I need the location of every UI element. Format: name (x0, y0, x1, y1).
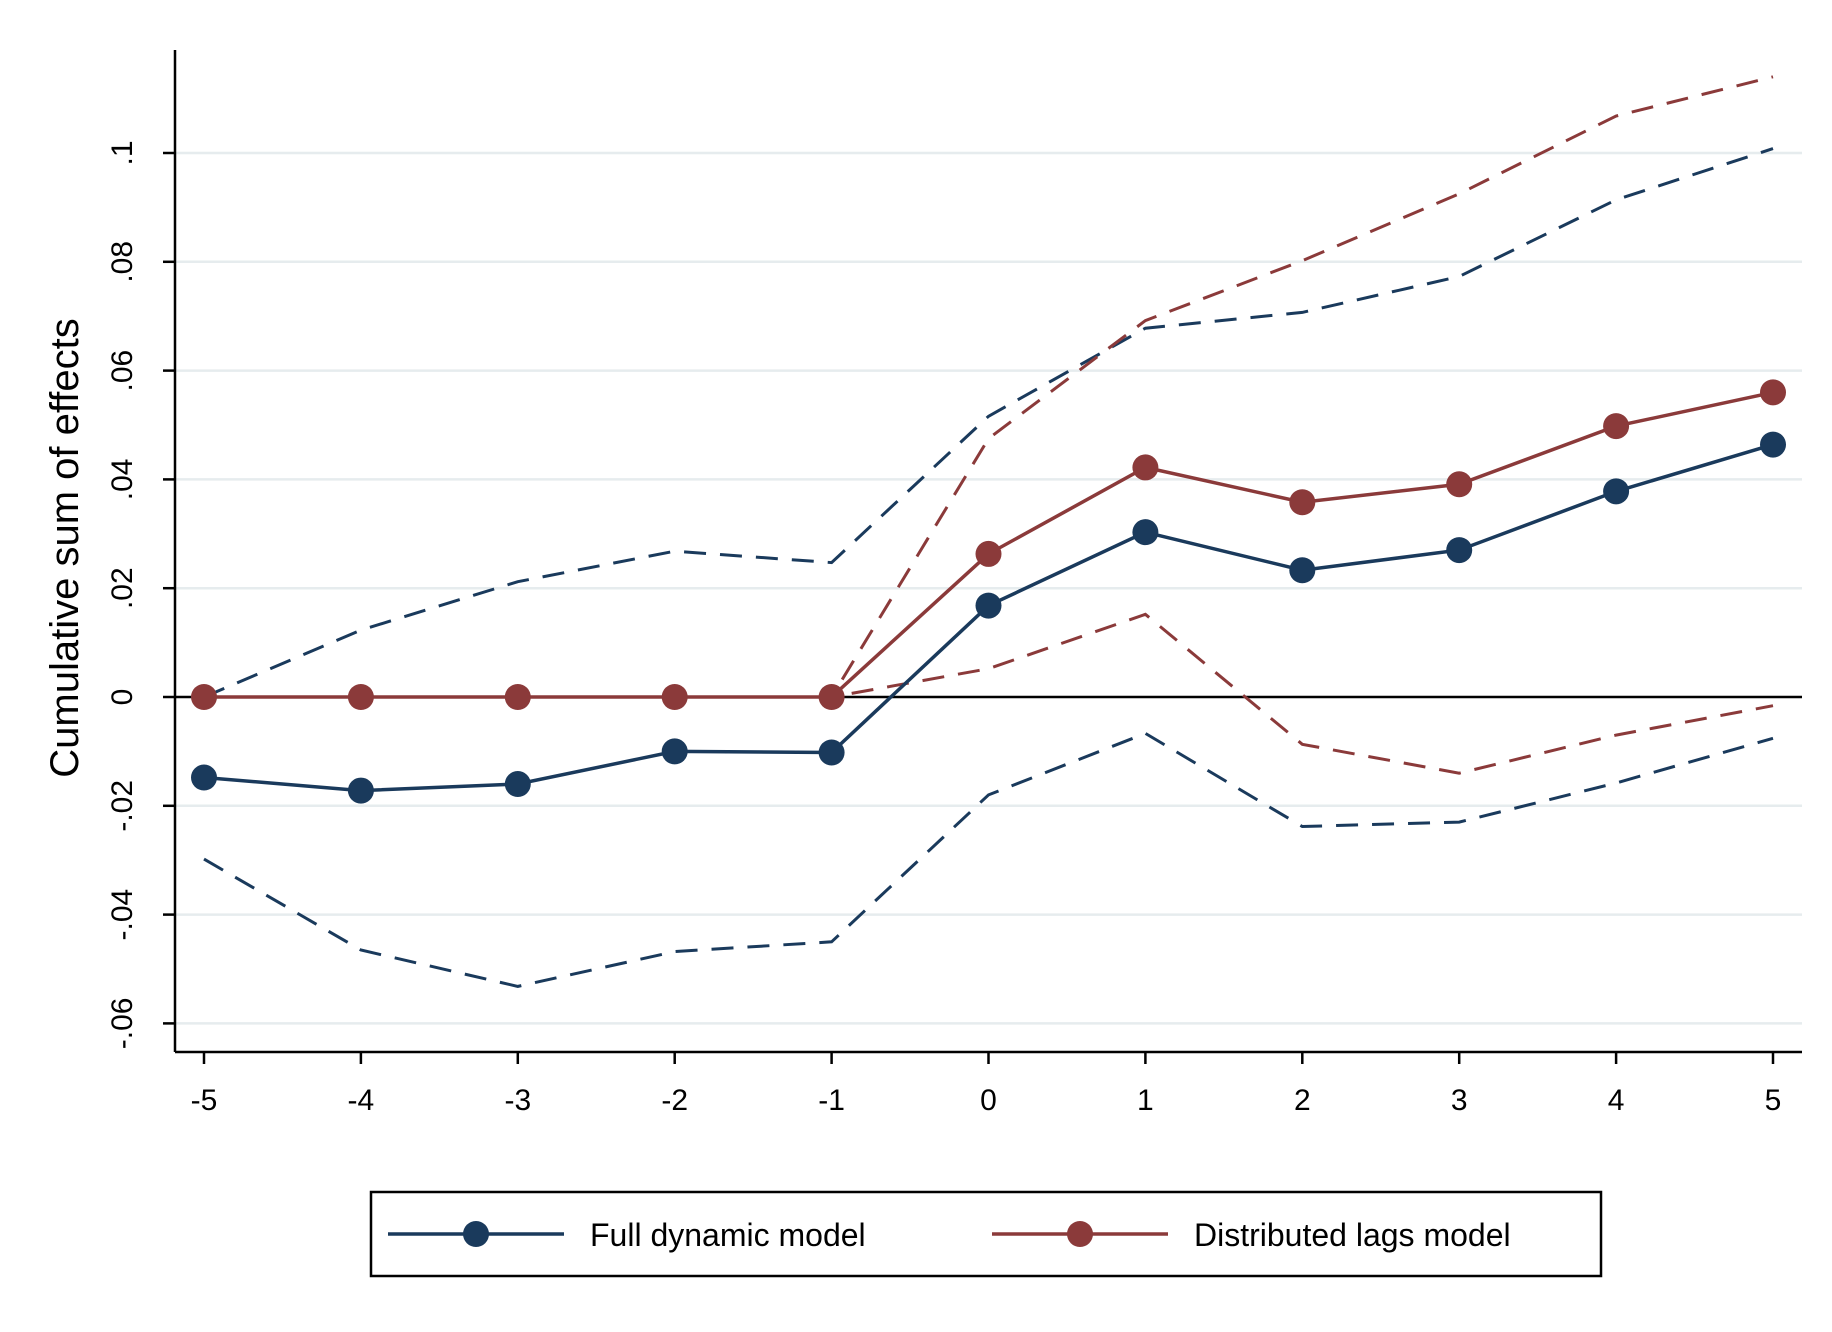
x-tick-label-0: -5 (191, 1084, 218, 1117)
series-1-point-0 (191, 684, 217, 710)
series-1-point-8 (1446, 471, 1473, 498)
x-tick-label-5: 0 (980, 1084, 997, 1117)
y-tick-label-4: .02 (106, 567, 139, 609)
series-0-point-7 (1289, 557, 1316, 584)
y-tick-label-7: .08 (106, 241, 139, 283)
y-tick-labels: -.06 -.04 -.02 0 .02 .04 .06 .08 .1 (106, 140, 139, 1049)
series-0-point-0 (191, 764, 217, 791)
legend-marker-1 (1067, 1221, 1093, 1247)
series-0-point-8 (1446, 537, 1473, 564)
series-0-point-3 (661, 738, 688, 765)
series-0-point-9 (1603, 478, 1630, 505)
x-tick-labels: -5 -4 -3 -2 -1 0 1 2 3 4 5 (191, 1084, 1782, 1117)
series-1-point-4 (818, 684, 845, 710)
series-0-point-4 (818, 739, 845, 766)
ci-upper-series-0 (203, 147, 1774, 699)
series-1-point-6 (1132, 454, 1159, 481)
grid-lines (175, 151, 1802, 1025)
legend-marker-0 (463, 1221, 489, 1247)
series-1-point-9 (1603, 413, 1630, 440)
series-lines (203, 390, 1774, 793)
series-1-point-5 (975, 540, 1002, 567)
series-0-point-6 (1132, 519, 1159, 546)
x-tick-label-8: 3 (1451, 1084, 1468, 1117)
x-tick-label-6: 1 (1137, 1084, 1154, 1117)
axes (163, 50, 1802, 1064)
y-tick-label-0: -.06 (106, 998, 139, 1050)
legend-box (369, 1190, 1603, 1278)
series-0-point-5 (975, 592, 1002, 619)
ci-lower-series-1 (204, 612, 1774, 775)
legend-label-0: Full dynamic model (590, 1217, 866, 1253)
x-tick-label-10: 5 (1765, 1084, 1782, 1117)
series-markers (191, 379, 1786, 804)
y-tick-label-3: 0 (106, 689, 139, 706)
y-tick-label-5: .04 (106, 459, 139, 501)
confidence-bands (203, 75, 1774, 988)
series-0-point-2 (504, 771, 531, 798)
ci-lower-series-0 (203, 731, 1774, 988)
series-1-point-1 (347, 684, 374, 710)
x-tick-label-9: 4 (1608, 1084, 1625, 1117)
series-1-point-2 (504, 684, 531, 710)
x-tick-label-7: 2 (1294, 1084, 1311, 1117)
series-1-point-3 (661, 684, 688, 710)
y-tick-label-1: -.04 (106, 889, 139, 941)
y-axis-title: Cumulative sum of effects (43, 318, 87, 777)
y-tick-label-8: .1 (106, 140, 139, 165)
series-1-point-10 (1760, 379, 1786, 406)
x-tick-label-3: -2 (661, 1084, 688, 1117)
legend: Full dynamic model Distributed lags model (369, 1190, 1603, 1278)
series-1-point-7 (1289, 489, 1316, 516)
y-tick-label-2: -.02 (106, 780, 139, 832)
x-tick-label-1: -4 (348, 1084, 375, 1117)
y-tick-label-6: .06 (106, 350, 139, 392)
x-tick-label-4: -1 (818, 1084, 845, 1117)
x-tick-label-2: -3 (504, 1084, 531, 1117)
series-0-point-10 (1760, 431, 1786, 458)
legend-label-1: Distributed lags model (1194, 1217, 1511, 1253)
series-0-point-1 (347, 777, 374, 804)
